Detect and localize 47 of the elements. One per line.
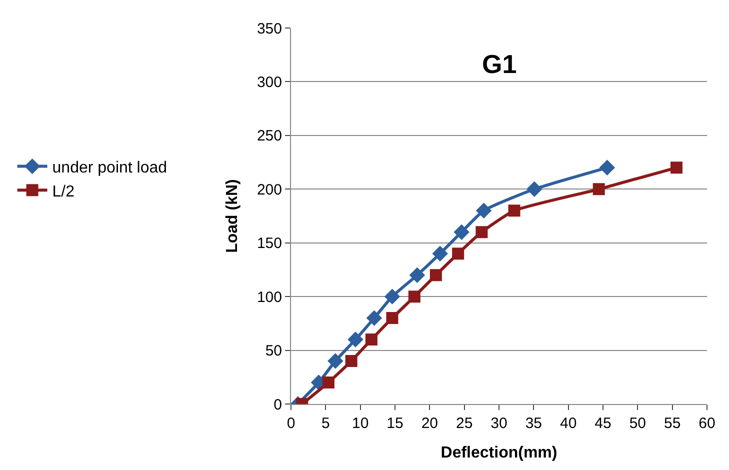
x-tick-label: 15 (386, 415, 404, 432)
x-tick-label: 30 (490, 415, 508, 432)
point (365, 334, 378, 346)
point (670, 162, 682, 174)
x-tick-label: 60 (698, 415, 716, 432)
point (452, 248, 464, 260)
x-tick-label: 40 (560, 415, 577, 432)
point (366, 310, 382, 326)
point (322, 376, 334, 389)
point (592, 183, 605, 196)
y-tick-label: 0 (274, 396, 282, 414)
point (430, 269, 442, 282)
y-tick-label: 100 (256, 288, 282, 306)
legend-label: under point load (52, 160, 168, 177)
x-axis-title: Deflection(mm) (440, 444, 558, 462)
y-tick-label: 300 (256, 74, 282, 91)
point (508, 204, 520, 217)
legend-label: L/2 (52, 183, 75, 200)
point (600, 160, 615, 176)
x-tick-label: 55 (664, 415, 681, 432)
x-tick-label: 0 (286, 415, 296, 432)
point (384, 288, 400, 304)
y-tick-label: 200 (256, 181, 282, 198)
point (526, 181, 542, 197)
x-tick-label: 5 (322, 415, 330, 432)
x-tick-label: 35 (525, 415, 542, 432)
y-axis-title: Load (kN) (224, 179, 241, 253)
point (432, 246, 448, 262)
point (410, 267, 425, 283)
y-tick-label: 250 (256, 128, 282, 145)
point (408, 290, 420, 303)
x-tick-label: 50 (629, 415, 646, 432)
point (386, 312, 398, 324)
x-tick-label: 20 (421, 415, 438, 432)
x-tick-label: 25 (456, 415, 473, 432)
point (328, 353, 344, 369)
point (476, 202, 492, 218)
y-tick-label: 350 (256, 20, 282, 38)
point (345, 355, 358, 368)
x-tick-label: 45 (594, 415, 612, 432)
y-tick-label: 150 (256, 235, 282, 252)
point (348, 332, 364, 348)
x-tick-label: 10 (352, 415, 369, 432)
y-tick-label: 50 (265, 342, 282, 360)
text: G1 (482, 49, 517, 79)
point (454, 224, 470, 240)
point (476, 226, 488, 238)
